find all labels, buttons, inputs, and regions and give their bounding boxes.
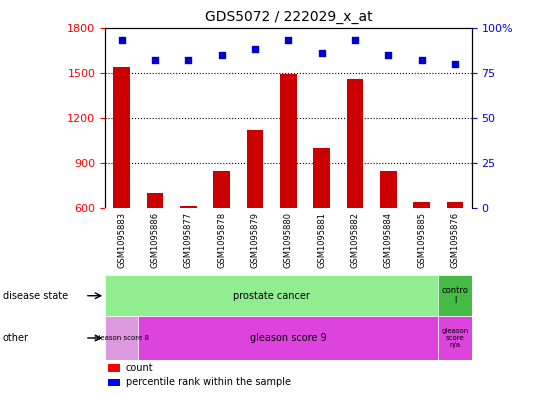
Bar [180, 206, 197, 208]
Bar [139, 316, 438, 360]
Point [451, 61, 459, 67]
Bar [105, 316, 139, 360]
Text: contro
l: contro l [441, 286, 468, 305]
Text: GSM1095882: GSM1095882 [350, 212, 360, 268]
Point [184, 57, 193, 63]
Text: GSM1095886: GSM1095886 [150, 212, 160, 268]
Text: gleason
score
n/a: gleason score n/a [441, 328, 468, 348]
Point [118, 37, 126, 43]
Text: other: other [3, 333, 29, 343]
Bar [247, 130, 264, 208]
Title: GDS5072 / 222029_x_at: GDS5072 / 222029_x_at [205, 10, 372, 24]
Point [284, 37, 293, 43]
Bar [108, 364, 121, 372]
Text: count: count [126, 363, 153, 373]
Text: gleason score 9: gleason score 9 [250, 333, 327, 343]
Text: prostate cancer: prostate cancer [233, 291, 310, 301]
Bar [147, 193, 163, 208]
Text: disease state: disease state [3, 291, 68, 301]
Point [317, 50, 326, 56]
Text: GSM1095876: GSM1095876 [451, 212, 459, 268]
Bar [438, 275, 472, 316]
Bar [438, 316, 472, 360]
Bar [380, 171, 397, 208]
Text: GSM1095878: GSM1095878 [217, 212, 226, 268]
Bar [347, 79, 363, 208]
Bar [280, 74, 296, 208]
Bar [447, 202, 464, 208]
Bar [313, 148, 330, 208]
Bar [108, 378, 121, 386]
Point [217, 51, 226, 58]
Text: GSM1095879: GSM1095879 [251, 212, 260, 268]
Text: GSM1095885: GSM1095885 [417, 212, 426, 268]
Text: GSM1095884: GSM1095884 [384, 212, 393, 268]
Bar [213, 171, 230, 208]
Text: GSM1095877: GSM1095877 [184, 212, 193, 268]
Text: percentile rank within the sample: percentile rank within the sample [126, 377, 291, 387]
Point [251, 46, 259, 52]
Point [151, 57, 160, 63]
Text: GSM1095881: GSM1095881 [317, 212, 326, 268]
Point [351, 37, 360, 43]
Point [417, 57, 426, 63]
Bar [413, 202, 430, 208]
Point [384, 51, 392, 58]
Text: GSM1095883: GSM1095883 [118, 212, 126, 268]
Text: gleason score 8: gleason score 8 [94, 335, 149, 341]
Bar [113, 67, 130, 208]
Text: GSM1095880: GSM1095880 [284, 212, 293, 268]
